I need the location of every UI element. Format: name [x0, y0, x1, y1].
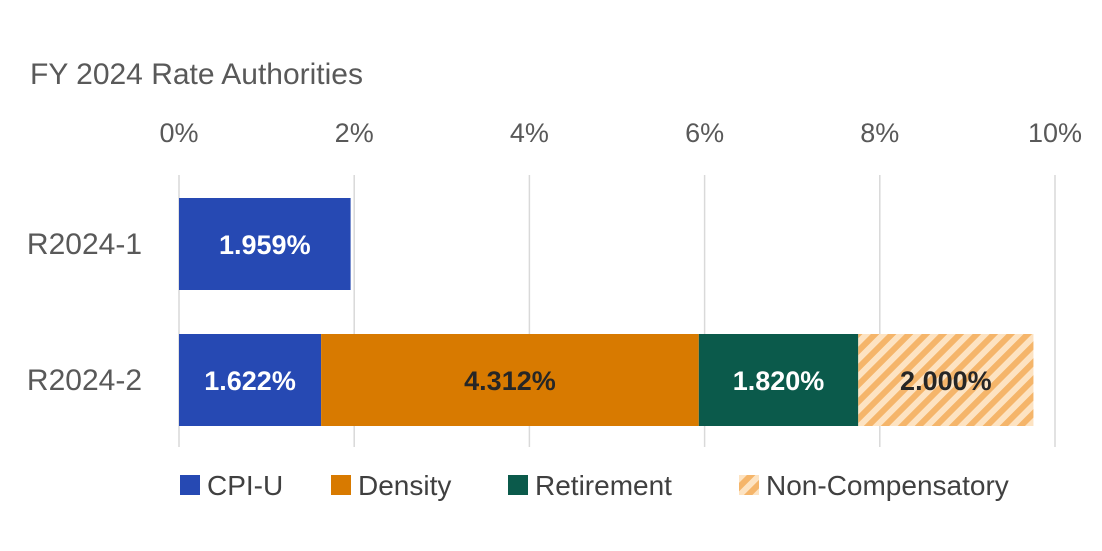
- bar-segment: [858, 334, 1034, 426]
- legend: CPI-U Density Retirement Non-Compensatory: [180, 470, 1009, 501]
- data-label: 1.622%: [204, 366, 296, 396]
- category-label: R2024-2: [27, 364, 142, 397]
- bar-segment: [321, 334, 699, 426]
- x-tick-label: 6%: [685, 118, 724, 148]
- x-tick-label: 8%: [860, 118, 899, 148]
- bars: 1.959% 1.622% 4.312% 1.820% 2.000%: [179, 198, 1034, 426]
- legend-swatch: [180, 475, 200, 495]
- legend-swatch: [739, 475, 759, 495]
- bar-segment: [179, 198, 351, 290]
- legend-swatch: [508, 475, 528, 495]
- x-tick-label: 10%: [1028, 118, 1082, 148]
- chart-title: FY 2024 Rate Authorities: [30, 58, 363, 91]
- data-label: 2.000%: [900, 366, 992, 396]
- category-labels: R2024-1 R2024-2: [27, 228, 142, 397]
- bar-segment: [179, 334, 322, 426]
- legend-label: CPI-U: [207, 470, 283, 501]
- legend-swatch: [331, 475, 351, 495]
- x-axis-ticks: 0% 2% 4% 6% 8% 10%: [159, 118, 1082, 148]
- legend-label: Retirement: [535, 470, 672, 501]
- data-label: 1.820%: [733, 366, 825, 396]
- x-tick-label: 4%: [510, 118, 549, 148]
- data-label: 4.312%: [464, 366, 556, 396]
- x-tick-label: 2%: [335, 118, 374, 148]
- bar-segment: [698, 334, 859, 426]
- x-tick-label: 0%: [159, 118, 198, 148]
- legend-label: Non-Compensatory: [766, 470, 1009, 501]
- data-label: 1.959%: [219, 230, 311, 260]
- legend-label: Density: [358, 470, 451, 501]
- category-label: R2024-1: [27, 228, 142, 261]
